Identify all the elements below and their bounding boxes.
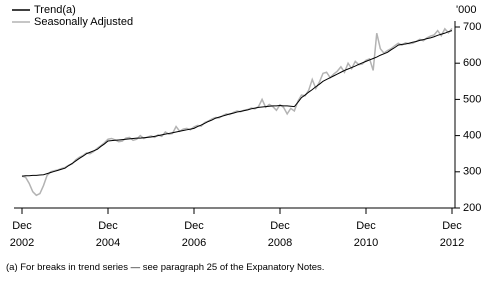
y-tick-label: 200 xyxy=(463,202,481,214)
series-line xyxy=(21,27,453,197)
y-tick-label: 600 xyxy=(463,57,481,69)
x-tick-label: Dec 2004 xyxy=(95,220,121,249)
y-tick-label: 500 xyxy=(463,93,481,105)
x-tick-label: Dec 2002 xyxy=(9,220,35,249)
y-tick-label: 400 xyxy=(463,130,481,142)
unit-label: '000 xyxy=(456,4,476,16)
legend-label: Trend(a) xyxy=(34,4,76,16)
x-tick-label: Dec 2006 xyxy=(181,220,207,249)
x-tick-label: Dec 2012 xyxy=(439,220,465,249)
x-tick-label: Dec 2008 xyxy=(267,220,293,249)
legend-label: Seasonally Adjusted xyxy=(34,16,133,28)
series-line xyxy=(21,30,453,177)
x-tick-label: Dec 2010 xyxy=(353,220,379,249)
footnote: (a) For breaks in trend series — see par… xyxy=(6,262,325,273)
y-tick-label: 300 xyxy=(463,166,481,178)
y-tick-label: 700 xyxy=(463,21,481,33)
